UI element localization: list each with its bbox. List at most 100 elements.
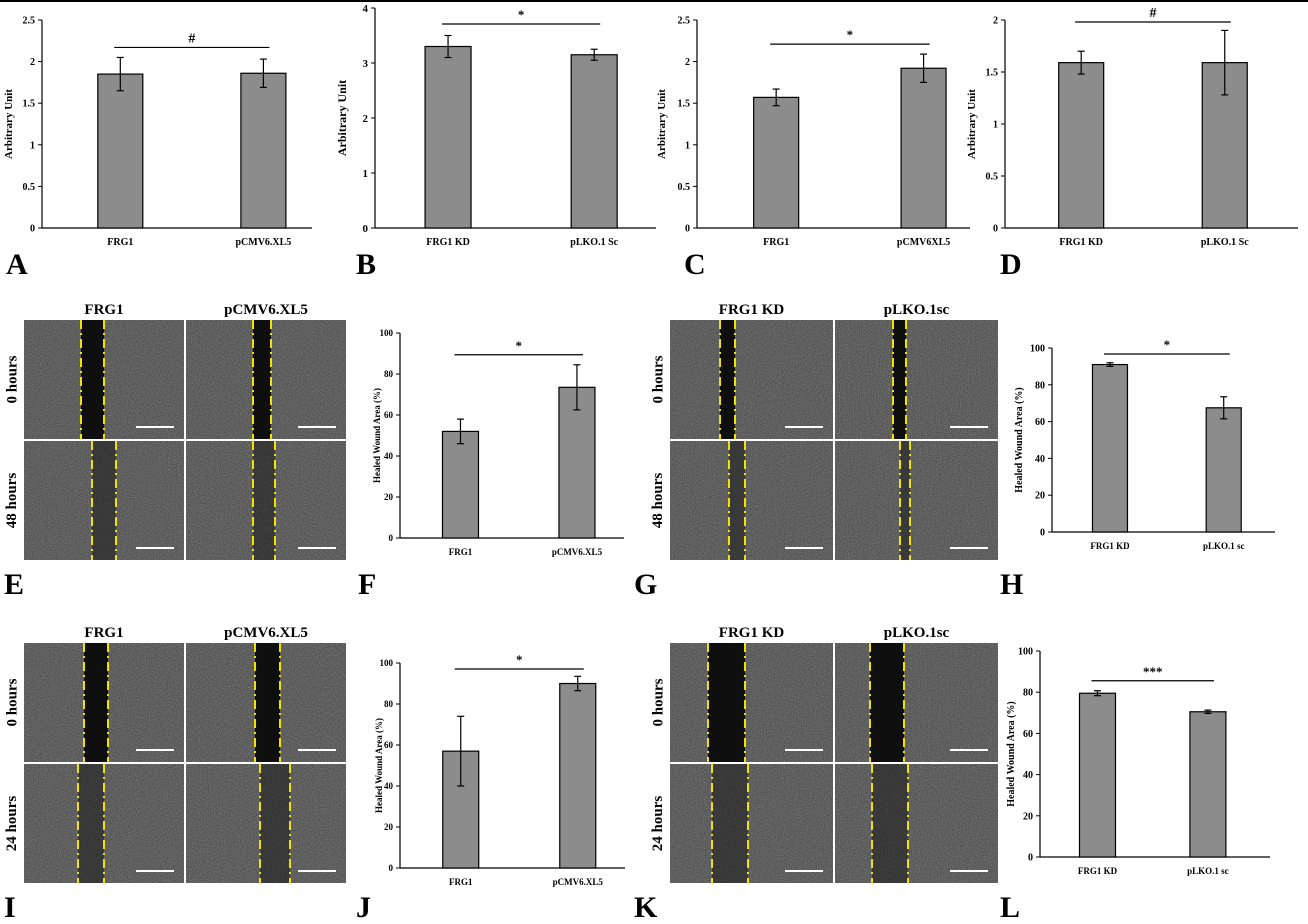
micrograph-image bbox=[835, 441, 998, 560]
bar-chart-h: 0 20 40 60 80 100 Healed Wound Area (%) FRG1 KD… bbox=[1014, 337, 1275, 551]
micrograph-image bbox=[24, 643, 184, 762]
bar bbox=[97, 73, 144, 229]
y-tick-label: 0.5 bbox=[986, 172, 999, 183]
cell-texture bbox=[835, 764, 998, 883]
panel-letter-e: E bbox=[4, 568, 25, 601]
y-tick-label: 100 bbox=[1018, 647, 1033, 658]
bar-chart-a: 0 0.5 1 1.5 2 2.5 Arbitrary Unit FRG1 pCMV6.XL5 # bbox=[3, 16, 312, 248]
y-tick-label: 0 bbox=[993, 224, 998, 235]
wound-healing-micrograph-i: FRG1 pCMV6.XL5 0 hours 24 hours bbox=[0, 625, 346, 883]
timepoint-text: 0 hours bbox=[4, 355, 21, 404]
y-tick-label: 80 bbox=[384, 369, 394, 379]
y-tick-label: 1.5 bbox=[23, 99, 36, 110]
error-bar bbox=[590, 48, 598, 61]
y-tick-label: 60 bbox=[1023, 729, 1033, 740]
cell-texture bbox=[835, 643, 998, 762]
bar bbox=[559, 682, 597, 869]
error-bar bbox=[1204, 709, 1212, 715]
y-axis-label: Healed Wound Area (%) bbox=[374, 718, 384, 813]
error-bar bbox=[444, 34, 452, 59]
condition-label: pCMV6.XL5 bbox=[224, 302, 308, 318]
y-tick-label: 0 bbox=[1040, 528, 1045, 539]
y-tick-label: 2 bbox=[30, 57, 35, 68]
y-tick-label: 2.5 bbox=[23, 16, 36, 27]
wound-gap bbox=[84, 643, 108, 762]
micrograph-image bbox=[24, 764, 184, 883]
y-tick-label: 40 bbox=[384, 451, 394, 461]
y-tick-label: 40 bbox=[1035, 454, 1045, 465]
bar bbox=[1078, 692, 1117, 858]
cell-texture bbox=[670, 441, 833, 560]
timepoint-text: 48 hours bbox=[650, 472, 667, 529]
timepoint-text: 0 hours bbox=[4, 678, 21, 727]
timepoint-label: 0 hours bbox=[0, 320, 26, 439]
significance-marker: * bbox=[515, 338, 522, 353]
timepoint-text: 24 hours bbox=[4, 795, 21, 852]
timepoint-text: 24 hours bbox=[650, 795, 667, 852]
micrograph-field bbox=[24, 320, 184, 439]
panel-letter-f: F bbox=[358, 568, 377, 601]
bar bbox=[1058, 62, 1105, 229]
micrograph-field bbox=[835, 643, 998, 762]
y-tick-label: 0 bbox=[1028, 853, 1033, 864]
wound-gap bbox=[872, 764, 908, 883]
y-tick-label: 4 bbox=[363, 3, 369, 15]
category-label: FRG1 KD bbox=[1090, 541, 1130, 551]
y-tick-label: 2 bbox=[685, 57, 690, 68]
y-tick-label: 1 bbox=[993, 120, 998, 131]
panel-letter-i: I bbox=[4, 891, 16, 924]
y-tick-label: 0 bbox=[363, 223, 369, 235]
cell-texture bbox=[835, 320, 998, 439]
category-label: FRG1 bbox=[449, 877, 473, 887]
panel-letter-d: D bbox=[1000, 248, 1022, 281]
micrograph-image bbox=[186, 320, 346, 439]
significance-marker: * bbox=[516, 652, 523, 667]
timepoint-label: 48 hours bbox=[0, 441, 26, 560]
significance-marker: # bbox=[188, 31, 195, 46]
category-label: FRG1 KD bbox=[1059, 237, 1103, 248]
significance-marker: * bbox=[518, 7, 525, 22]
significance-marker: *** bbox=[1143, 664, 1163, 679]
y-tick-label: 1.5 bbox=[986, 68, 999, 79]
y-tick-label: 20 bbox=[384, 492, 394, 502]
micrograph-field bbox=[670, 643, 833, 762]
micrograph-image bbox=[24, 320, 184, 439]
micrograph-field bbox=[670, 764, 833, 883]
wound-healing-micrograph-k: FRG1 KD pLKO.1sc 0 hours 24 hours bbox=[646, 625, 998, 883]
category-label: pLKO.1 Sc bbox=[570, 237, 618, 248]
wound-gap bbox=[255, 643, 280, 762]
bar bbox=[1189, 711, 1227, 858]
bar bbox=[753, 96, 800, 229]
wound-gap bbox=[253, 320, 271, 439]
micrograph-image bbox=[670, 320, 833, 439]
cell-texture bbox=[24, 441, 184, 560]
bar bbox=[558, 386, 596, 539]
wound-gap bbox=[729, 441, 745, 560]
y-tick-label: 0 bbox=[389, 533, 394, 543]
category-label: FRG1 bbox=[449, 547, 473, 557]
condition-label: FRG1 bbox=[84, 625, 124, 641]
y-tick-label: 1 bbox=[363, 168, 369, 180]
micrograph-field bbox=[835, 320, 998, 439]
y-tick-label: 1 bbox=[30, 140, 35, 151]
wound-gap bbox=[712, 764, 748, 883]
category-label: pLKO.1 sc bbox=[1203, 541, 1245, 551]
significance-marker: * bbox=[1164, 337, 1171, 352]
error-bar bbox=[772, 88, 780, 107]
y-axis-label: Arbitrary Unit bbox=[335, 80, 349, 156]
micrograph-image bbox=[186, 764, 346, 883]
bar-chart-b: 0 1 2 3 4 Arbitrary Unit FRG1 KD pLKO.1 Sc * bbox=[335, 3, 656, 248]
bar bbox=[1205, 407, 1242, 533]
y-axis-label: Healed Wound Area (%) bbox=[1014, 387, 1025, 492]
wound-gap bbox=[870, 643, 904, 762]
micrograph-field bbox=[835, 441, 998, 560]
panel-letter-h: H bbox=[1000, 568, 1024, 601]
micrograph-field bbox=[186, 320, 346, 439]
y-tick-label: 40 bbox=[1023, 770, 1033, 781]
error-bar bbox=[457, 715, 465, 787]
category-label: FRG1 bbox=[107, 237, 133, 248]
timepoint-label: 24 hours bbox=[0, 764, 26, 883]
y-tick-label: 80 bbox=[384, 699, 394, 709]
wound-gap bbox=[260, 764, 290, 883]
panel-letter-l: L bbox=[1000, 891, 1021, 924]
